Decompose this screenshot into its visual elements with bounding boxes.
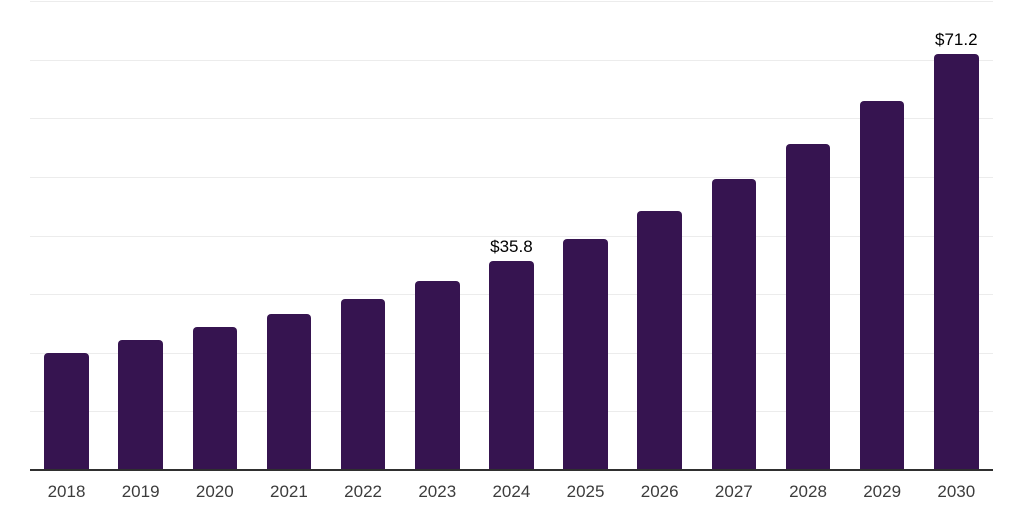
gridline-70 — [30, 59, 993, 61]
bar-2026 — [637, 211, 682, 471]
bar-2022 — [340, 298, 386, 471]
x-tick-label-2028: 2028 — [789, 482, 827, 501]
bar-2025 — [563, 238, 608, 471]
bar-2027 — [711, 179, 757, 471]
x-tick-label-2023: 2023 — [418, 482, 457, 501]
value-label-2030: $71.2 — [935, 29, 978, 49]
x-tick-label-2024: 2024 — [492, 482, 531, 501]
x-tick-label-2019: 2019 — [121, 482, 160, 501]
bar-2023 — [415, 281, 460, 471]
bar-2020 — [192, 327, 238, 471]
gridline-40 — [30, 235, 993, 237]
x-tick-label-2026: 2026 — [640, 482, 679, 501]
bar-2019 — [118, 339, 163, 471]
gridline-80 — [30, 1, 993, 2]
bar-2029 — [859, 100, 905, 471]
x-tick-label-2021: 2021 — [270, 482, 308, 501]
gridline-50 — [30, 176, 993, 178]
x-tick-label-2018: 2018 — [47, 482, 86, 501]
gridline-60 — [30, 118, 993, 120]
x-tick-label-2030: 2030 — [937, 482, 976, 501]
value-label-2024: $35.8 — [490, 237, 533, 257]
bar-2030 — [934, 53, 979, 471]
bar-2024 — [489, 261, 534, 471]
bar-2021 — [266, 313, 312, 471]
x-tick-label-2022: 2022 — [344, 482, 382, 501]
x-tick-label-2027: 2027 — [714, 482, 753, 501]
x-tick-label-2025: 2025 — [566, 482, 605, 501]
x-axis-line — [30, 469, 993, 471]
plot-area: $35.8 $71.2 — [30, 0, 993, 471]
x-tick-label-2020: 2020 — [195, 482, 234, 501]
x-tick-label-2029: 2029 — [863, 482, 902, 501]
bar-2028 — [785, 143, 831, 471]
bar-2018 — [44, 352, 89, 471]
